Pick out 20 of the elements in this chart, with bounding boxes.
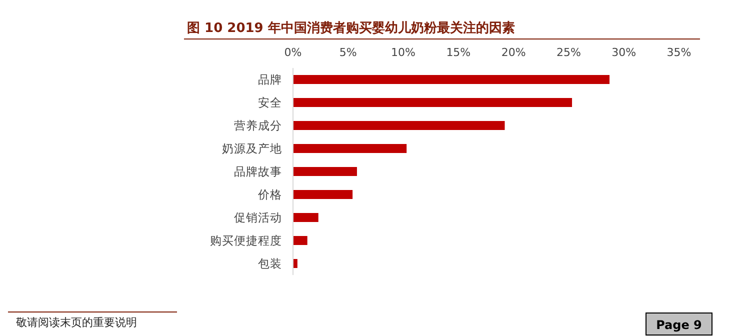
y-tick-label: 购买便捷程度 [210,234,282,248]
x-tick-label: 0% [284,46,302,59]
y-tick-label: 包装 [258,256,282,270]
x-tick-label: 5% [339,46,357,59]
y-tick-label: 安全 [258,96,282,110]
y-tick-label: 奶源及产地 [222,142,282,156]
x-tick-label: 20% [501,46,526,59]
y-tick-label: 营养成分 [234,118,282,132]
x-tick-label: 10% [391,46,416,59]
y-tick-label: 价格 [257,188,282,202]
x-tick-label: 15% [446,46,471,59]
y-tick-label: 品牌故事 [234,164,282,178]
x-tick-label: 25% [556,46,581,59]
text: Page 9 [656,318,702,332]
y-tick-label: 品牌 [258,72,282,86]
x-tick-label: 30% [612,46,636,59]
title: 图 10 2019 年中国消费者购买婴幼儿奶粉最关注的因素 [187,21,515,36]
text: 敬请阅读末页的重要说明 [16,316,137,329]
y-tick-label: 促销活动 [234,210,282,224]
x-tick-label: 35% [666,46,692,59]
